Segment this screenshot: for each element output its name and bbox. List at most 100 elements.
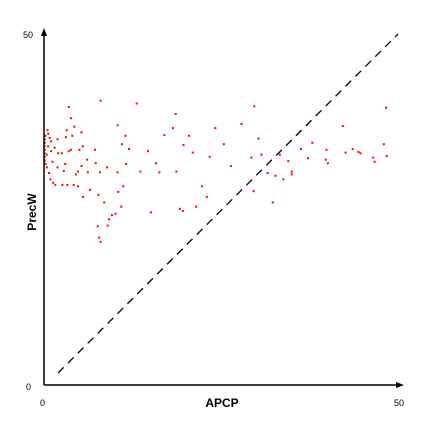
data-point	[240, 122, 243, 125]
data-point	[66, 183, 69, 186]
y-axis-title: PrecW	[25, 193, 39, 231]
data-point	[149, 211, 152, 214]
data-point	[359, 152, 362, 155]
data-point	[52, 181, 55, 184]
data-point	[357, 150, 360, 153]
data-point	[62, 169, 65, 172]
data-point	[65, 129, 68, 132]
data-point	[50, 150, 53, 153]
data-point	[351, 148, 354, 151]
data-point	[195, 205, 198, 208]
data-point	[385, 155, 388, 158]
data-point	[81, 145, 84, 148]
data-point	[64, 136, 67, 139]
data-point	[163, 134, 166, 137]
data-point	[57, 152, 60, 155]
data-point	[94, 162, 97, 165]
data-point	[382, 143, 385, 146]
data-point	[222, 143, 225, 146]
data-point	[97, 193, 100, 196]
data-point	[45, 166, 48, 169]
data-point	[61, 183, 64, 186]
data-point	[191, 151, 194, 154]
data-point	[125, 162, 128, 165]
data-point	[290, 173, 293, 176]
data-point	[372, 156, 375, 159]
data-point	[56, 138, 59, 141]
data-point	[81, 195, 84, 198]
data-point	[46, 129, 49, 132]
data-point	[77, 185, 79, 188]
data-point	[60, 152, 63, 155]
data-point	[188, 134, 191, 137]
x-tick-label-max: 50	[394, 398, 404, 408]
data-point	[80, 165, 83, 167]
data-point	[325, 148, 328, 151]
data-point	[72, 183, 75, 186]
data-point	[99, 240, 102, 243]
data-point	[114, 212, 117, 215]
data-point	[171, 127, 174, 130]
data-point	[116, 171, 119, 174]
data-point	[86, 171, 89, 174]
data-point	[80, 131, 83, 134]
data-point	[147, 150, 150, 153]
data-point	[73, 125, 76, 128]
data-point	[44, 162, 47, 165]
x-axis-arrowhead	[396, 382, 404, 388]
data-point	[111, 214, 113, 217]
data-point	[178, 207, 181, 210]
data-point	[257, 137, 260, 140]
data-point	[69, 117, 72, 120]
data-point	[252, 190, 255, 193]
data-point	[122, 185, 125, 188]
data-point	[341, 125, 344, 127]
data-point	[385, 106, 387, 109]
data-point	[48, 172, 50, 174]
data-point	[324, 158, 327, 161]
data-point	[278, 153, 281, 156]
data-point	[108, 218, 111, 221]
data-point	[208, 155, 211, 158]
data-point	[290, 170, 293, 173]
data-point	[78, 148, 81, 151]
data-point	[287, 160, 290, 163]
data-point	[103, 201, 106, 204]
data-point	[266, 172, 269, 174]
data-point	[94, 148, 96, 151]
data-point	[67, 150, 70, 153]
data-point	[69, 148, 72, 151]
data-point	[56, 166, 59, 169]
data-point	[44, 134, 47, 137]
data-point	[74, 173, 77, 176]
data-point	[182, 143, 185, 146]
data-point	[205, 195, 208, 198]
data-point	[229, 165, 232, 167]
data-point	[50, 140, 53, 143]
data-point	[271, 201, 274, 204]
data-point	[67, 106, 70, 108]
one-to-one-reference-line	[57, 33, 399, 374]
data-point	[45, 153, 48, 156]
data-points-layer	[43, 99, 388, 243]
data-point	[106, 224, 109, 227]
data-point	[300, 148, 302, 151]
data-point	[200, 185, 203, 188]
data-point	[120, 205, 123, 208]
data-point	[181, 209, 184, 212]
data-point	[253, 105, 256, 108]
data-point	[373, 160, 376, 163]
data-point	[311, 141, 314, 144]
data-point	[139, 170, 142, 173]
data-point	[47, 132, 50, 135]
data-point	[282, 178, 285, 181]
data-point	[175, 170, 178, 173]
data-point	[77, 170, 79, 173]
data-point	[51, 160, 54, 163]
data-point	[344, 151, 347, 154]
data-point	[64, 162, 67, 165]
y-axis-arrowhead	[41, 28, 47, 36]
data-point	[135, 102, 138, 105]
